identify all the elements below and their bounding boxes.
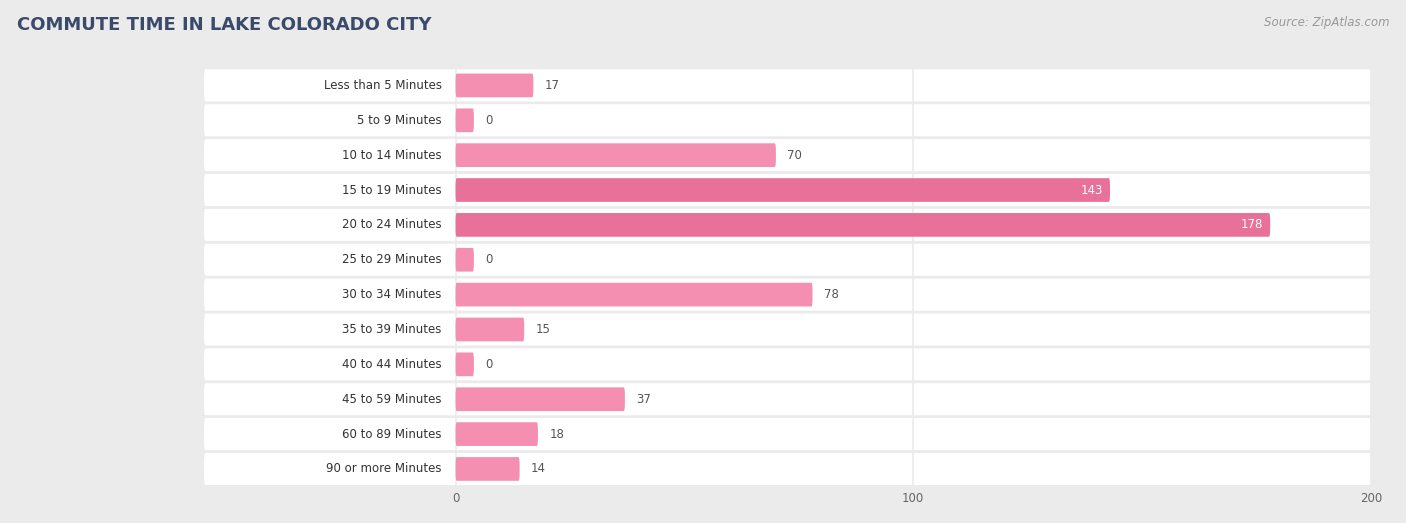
Text: COMMUTE TIME IN LAKE COLORADO CITY: COMMUTE TIME IN LAKE COLORADO CITY [17, 16, 432, 33]
Text: 5 to 9 Minutes: 5 to 9 Minutes [357, 114, 441, 127]
Text: 178: 178 [1241, 219, 1264, 231]
Text: 30 to 34 Minutes: 30 to 34 Minutes [343, 288, 441, 301]
FancyBboxPatch shape [204, 453, 1371, 485]
Text: 10 to 14 Minutes: 10 to 14 Minutes [342, 149, 441, 162]
Text: 18: 18 [550, 428, 564, 440]
Text: 0: 0 [485, 114, 492, 127]
Text: 37: 37 [637, 393, 651, 406]
Text: 40 to 44 Minutes: 40 to 44 Minutes [342, 358, 441, 371]
FancyBboxPatch shape [204, 209, 1371, 241]
Text: 14: 14 [531, 462, 546, 475]
FancyBboxPatch shape [204, 279, 1371, 311]
FancyBboxPatch shape [204, 383, 1371, 415]
FancyBboxPatch shape [456, 74, 533, 97]
Text: 78: 78 [824, 288, 839, 301]
Text: Less than 5 Minutes: Less than 5 Minutes [323, 79, 441, 92]
Text: 20 to 24 Minutes: 20 to 24 Minutes [342, 219, 441, 231]
FancyBboxPatch shape [456, 178, 1109, 202]
FancyBboxPatch shape [204, 418, 1371, 450]
FancyBboxPatch shape [456, 248, 474, 271]
FancyBboxPatch shape [204, 348, 1371, 380]
Text: 0: 0 [485, 358, 492, 371]
Text: Source: ZipAtlas.com: Source: ZipAtlas.com [1264, 16, 1389, 29]
FancyBboxPatch shape [204, 70, 1371, 101]
FancyBboxPatch shape [456, 283, 813, 306]
Text: 0: 0 [485, 253, 492, 266]
FancyBboxPatch shape [204, 244, 1371, 276]
FancyBboxPatch shape [456, 457, 520, 481]
Text: 45 to 59 Minutes: 45 to 59 Minutes [342, 393, 441, 406]
FancyBboxPatch shape [204, 104, 1371, 137]
Text: 15 to 19 Minutes: 15 to 19 Minutes [342, 184, 441, 197]
Text: 90 or more Minutes: 90 or more Minutes [326, 462, 441, 475]
Text: 70: 70 [787, 149, 803, 162]
FancyBboxPatch shape [456, 143, 776, 167]
FancyBboxPatch shape [204, 174, 1371, 206]
FancyBboxPatch shape [456, 213, 1270, 237]
Text: 15: 15 [536, 323, 551, 336]
FancyBboxPatch shape [456, 317, 524, 342]
Text: 25 to 29 Minutes: 25 to 29 Minutes [342, 253, 441, 266]
FancyBboxPatch shape [456, 422, 538, 446]
FancyBboxPatch shape [456, 388, 624, 411]
FancyBboxPatch shape [456, 108, 474, 132]
Text: 60 to 89 Minutes: 60 to 89 Minutes [342, 428, 441, 440]
Text: 17: 17 [544, 79, 560, 92]
FancyBboxPatch shape [456, 353, 474, 376]
Text: 35 to 39 Minutes: 35 to 39 Minutes [343, 323, 441, 336]
FancyBboxPatch shape [204, 313, 1371, 346]
Text: 143: 143 [1081, 184, 1104, 197]
FancyBboxPatch shape [204, 139, 1371, 171]
